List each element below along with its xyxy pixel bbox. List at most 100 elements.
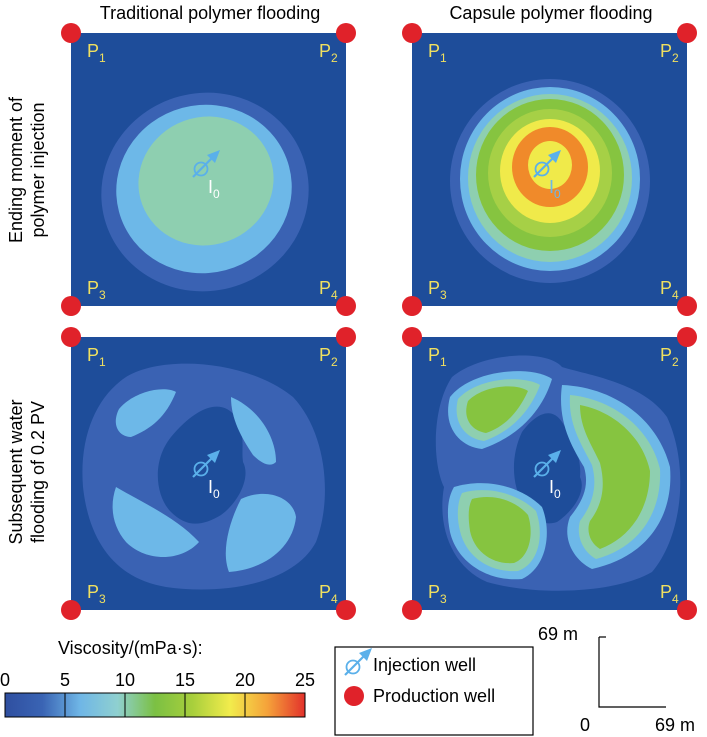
injection-well-panel-1	[192, 150, 220, 178]
well-label-p4-panel-1: P4	[319, 278, 338, 302]
well-label-p3-panel-3-sub: 3	[99, 592, 106, 606]
production-well-p4-panel-4	[677, 600, 697, 620]
well-label-p2-panel-2: P2	[660, 41, 679, 65]
well-label-i0-panel-2: I0	[549, 177, 561, 201]
lobe-right-core	[580, 405, 650, 549]
well-label-p1-panel-1: P1	[87, 41, 106, 65]
well-label-p2-panel-3-sub: 2	[331, 355, 338, 369]
production-wells	[61, 23, 697, 620]
well-label-p3-panel-1-main: P	[87, 278, 99, 298]
injection-wells	[192, 150, 561, 478]
blob-upper-right	[231, 397, 276, 465]
panel-capsule-water	[412, 337, 687, 610]
production-well-p2-panel-2	[677, 23, 697, 43]
well-label-p3-panel-4: P3	[428, 582, 447, 606]
well-label-p2-panel-1-main: P	[319, 41, 331, 61]
lobe-upper-left-core	[466, 386, 528, 433]
well-label-p4-panel-4-sub: 4	[672, 592, 679, 606]
colorbar-tick-15: 15	[175, 670, 195, 690]
colorbar-ticks: 0 5 10 15 20 25	[0, 670, 315, 690]
injection-well-panel-2	[533, 150, 561, 178]
well-label-p4-panel-1-sub: 4	[331, 288, 338, 302]
colorbar-tick-0: 0	[0, 670, 10, 690]
well-label-p3-panel-2: P3	[428, 278, 447, 302]
production-well-p3-panel-1	[61, 296, 81, 316]
legend-injection-icon	[344, 648, 372, 676]
production-well-p4-panel-3	[336, 600, 356, 620]
well-label-p1-panel-1-main: P	[87, 41, 99, 61]
production-well-p1-panel-2	[402, 23, 422, 43]
production-well-p1-panel-4	[402, 327, 422, 347]
scale-bar-lines	[598, 637, 666, 708]
well-label-p2-panel-4-sub: 2	[672, 355, 679, 369]
production-well-p4-panel-2	[677, 296, 697, 316]
well-label-i0-panel-4-sub: 0	[554, 487, 561, 501]
well-label-p4-panel-1-main: P	[319, 278, 331, 298]
well-label-p2-panel-1: P2	[319, 41, 338, 65]
lobe-lower-left-core	[468, 496, 531, 564]
production-well-p3-panel-3	[61, 600, 81, 620]
panel-traditional-ending	[71, 33, 346, 306]
well-label-p4-panel-4: P4	[660, 582, 679, 606]
well-label-p1-panel-1-sub: 1	[99, 51, 106, 65]
well-label-p4-panel-2-main: P	[660, 278, 672, 298]
well-label-p1-panel-4: P1	[428, 345, 447, 369]
legend-frame	[334, 646, 534, 736]
injection-well-circle	[193, 461, 209, 477]
panel-traditional-water	[71, 337, 346, 610]
production-well-p1-panel-3	[61, 327, 81, 347]
well-label-p3-panel-2-main: P	[428, 278, 440, 298]
production-well-p2-panel-4	[677, 327, 697, 347]
well-label-p3-panel-4-main: P	[428, 582, 440, 602]
well-label-p4-panel-3-main: P	[319, 582, 331, 602]
row-header-subsequent-water-line1: Subsequent water	[6, 399, 26, 544]
well-label-p1-panel-2-main: P	[428, 41, 440, 61]
well-label-p4-panel-3: P4	[319, 582, 338, 606]
injection-well-arrow-head	[359, 648, 372, 661]
column-header-capsule: Capsule polymer flooding	[449, 3, 652, 23]
well-label-i0-panel-1: I0	[208, 177, 220, 201]
row-header-subsequent-water-line2: flooding of 0.2 PV	[28, 401, 48, 543]
colorbar-tick-25: 25	[295, 670, 315, 690]
well-label-p4-panel-3-sub: 4	[331, 592, 338, 606]
colorbar-tick-10: 10	[115, 670, 135, 690]
colorbar-rect	[4, 692, 306, 718]
legend-injection-label: Injection well	[373, 655, 476, 675]
colorbar-title: Viscosity/(mPa·s):	[58, 638, 203, 658]
injection-well-arrow-head	[207, 150, 220, 163]
scale-bar: 69 m 0 69 m	[538, 624, 695, 735]
production-well-p3-panel-4	[402, 600, 422, 620]
row-header-subsequent-water: Subsequent water flooding of 0.2 PV	[6, 399, 48, 544]
well-label-p4-panel-2: P4	[660, 278, 679, 302]
colorbar-dividers	[64, 693, 246, 717]
scale-vertical-label: 69 m	[538, 624, 578, 644]
well-label-p1-panel-3-main: P	[87, 345, 99, 365]
contour-inner-yellow	[528, 141, 572, 189]
injection-well-arrow-head	[548, 150, 561, 163]
well-label-i0-panel-3: I0	[208, 477, 220, 501]
well-label-p2-panel-4: P2	[660, 345, 679, 369]
scale-horizontal-label: 69 m	[655, 715, 695, 735]
production-well-p3-panel-2	[402, 296, 422, 316]
well-label-i0-panel-2-main: I	[549, 177, 554, 197]
contour-pale-green	[138, 116, 274, 246]
injection-well-circle	[534, 461, 550, 477]
well-label-p2-panel-3: P2	[319, 345, 338, 369]
production-well-p2-panel-1	[336, 23, 356, 43]
legend-box: Injection well Production well	[334, 646, 534, 736]
row-header-ending-moment-line1: Ending moment of	[6, 96, 26, 243]
panel-capsule-ending	[412, 33, 687, 306]
well-label-p3-panel-4-sub: 3	[440, 592, 447, 606]
well-label-i0-panel-3-main: I	[208, 477, 213, 497]
injection-well-circle	[193, 161, 209, 177]
injection-well-panel-3	[192, 450, 220, 478]
well-label-p1-panel-3: P1	[87, 345, 106, 369]
legend-injection-symbol	[344, 648, 372, 676]
well-label-p4-panel-2-sub: 4	[672, 288, 679, 302]
blob-lower-right	[225, 493, 296, 572]
well-label-p2-panel-1-sub: 2	[331, 51, 338, 65]
well-label-p4-panel-4-main: P	[660, 582, 672, 602]
well-label-i0-panel-1-main: I	[208, 177, 213, 197]
column-header-traditional: Traditional polymer flooding	[100, 3, 320, 23]
